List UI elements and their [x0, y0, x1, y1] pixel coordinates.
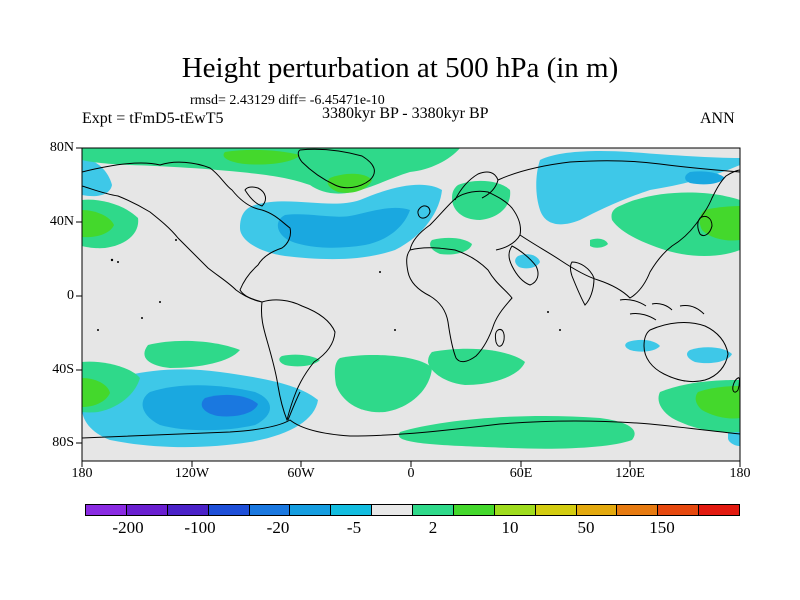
positive-anomaly-antarctic-atlantic [398, 415, 635, 449]
colorbar-label: 150 [649, 518, 675, 537]
negative-anomaly-north-pacific-edge [82, 159, 112, 197]
positive-anomaly-east-asia [611, 192, 740, 256]
experiment-label: Expt = tFmD5-tEwT5 [82, 110, 224, 127]
positive-anomaly-south-america-east [279, 354, 320, 367]
colorbar-swatch [331, 505, 373, 515]
coast-hudson-bay [244, 186, 266, 207]
colorbar-swatch [494, 505, 536, 515]
colorbar-swatch [658, 505, 700, 515]
negative-anomaly-siberia [536, 150, 740, 225]
coast-british-isles [417, 205, 431, 219]
positive-anomaly-southeast-pacific [144, 340, 240, 368]
colorbar-swatch [453, 505, 495, 515]
colorbar-swatch [372, 505, 413, 515]
positive-anomaly-far-south-pacific-west-core [82, 378, 110, 407]
positive-anomaly-india [590, 238, 608, 248]
lon-label-180e: 180 [729, 466, 751, 481]
season-label: ANN [700, 110, 735, 127]
colorbar-label: -5 [346, 518, 362, 537]
lon-label-180w: 180 [71, 466, 93, 481]
lon-label-120w: 120W [174, 466, 210, 481]
colorbar-label: 2 [428, 518, 438, 537]
coast-scandinavia [454, 171, 499, 201]
negative-anomaly-south-pacific-core [201, 394, 258, 417]
negative-anomaly-indian-ocean [625, 339, 660, 352]
coast-india [570, 261, 595, 306]
coast-greenland [297, 148, 375, 189]
lon-label-0: 0 [407, 466, 415, 481]
positive-anomaly-north-pole-core [223, 149, 300, 165]
coast-japan [697, 215, 713, 237]
positive-anomaly-antarctic-east-core [695, 386, 740, 419]
colorbar-swatch [535, 505, 577, 515]
negative-anomaly-siberia-core [685, 171, 725, 185]
colorbar-swatch [167, 505, 209, 515]
positive-anomaly-south-atlantic [334, 355, 432, 413]
coast-asia [497, 160, 740, 299]
coast-antarctica [82, 419, 740, 439]
coastlines [82, 148, 740, 439]
colorbar-label: -100 [184, 518, 216, 537]
lon-label-60w: 60W [287, 466, 315, 481]
lon-label-120e: 120E [615, 466, 645, 481]
colorbar-label: -20 [266, 518, 290, 537]
colorbar-swatch [86, 505, 127, 515]
island-pacific-1 [117, 261, 119, 263]
colorbar-swatch [413, 505, 454, 515]
axis-ticks [76, 147, 741, 467]
island-atlantic-2 [394, 329, 396, 331]
colorbar-label: 10 [501, 518, 519, 537]
colorbar-label: 50 [577, 518, 595, 537]
colorbar [85, 504, 740, 516]
small-islands [97, 239, 561, 331]
negative-anomaly-far-southeast [728, 430, 740, 446]
colorbar-swatch [126, 505, 168, 515]
island-indian-1 [559, 329, 561, 331]
rmsd-diff-stats: rmsd= 2.43129 diff= -6.45471e-10 [190, 93, 385, 108]
colorbar-label: -200 [112, 518, 144, 537]
coast-arabia [508, 245, 539, 286]
colorbar-swatch [208, 505, 250, 515]
period-label: 3380kyr BP - 3380kyr BP [322, 105, 489, 122]
lat-label-40n: 40N [49, 214, 74, 229]
negative-anomaly-australia-east [687, 347, 732, 364]
island-pacific-4 [97, 329, 99, 331]
coast-south-america [261, 299, 336, 422]
lon-label-60e: 60E [509, 466, 533, 481]
positive-anomaly-greenland-core [327, 173, 372, 193]
coast-indonesia [619, 299, 705, 321]
page-title: Height perturbation at 500 hPa (in m) [181, 52, 619, 84]
coast-madagascar [494, 329, 505, 347]
lat-label-80n: 80N [49, 140, 74, 155]
colorbar-swatch [699, 505, 739, 515]
lat-label-0: 0 [67, 288, 74, 303]
island-indian-2 [547, 311, 549, 313]
island-atlantic-1 [379, 271, 381, 273]
island-pacific-2 [159, 301, 161, 303]
colorbar-swatch [249, 505, 291, 515]
positive-anomaly-mediterranean [430, 237, 472, 255]
colorbar-swatch [617, 505, 659, 515]
negative-anomaly-north-atlantic-core [277, 207, 410, 248]
positive-anomaly-europe [452, 180, 511, 220]
coast-australia [643, 322, 729, 383]
island-pacific-3 [141, 317, 143, 319]
coast-north-america [82, 161, 291, 303]
coast-antarctic-peninsula [287, 391, 301, 421]
negative-anomaly-arabia [515, 254, 540, 269]
coast-africa [406, 247, 513, 363]
positive-anomaly-south-indian-ocean [428, 348, 525, 385]
positive-anomaly-north-pacific-west-core [82, 210, 114, 238]
colorbar-swatch [576, 505, 618, 515]
colorbar-swatch [290, 505, 332, 515]
island-hawaii [110, 258, 114, 262]
lat-label-40s: 40S [52, 362, 74, 377]
island-pacific-5 [175, 239, 177, 241]
lat-label-80s: 80S [52, 435, 74, 450]
